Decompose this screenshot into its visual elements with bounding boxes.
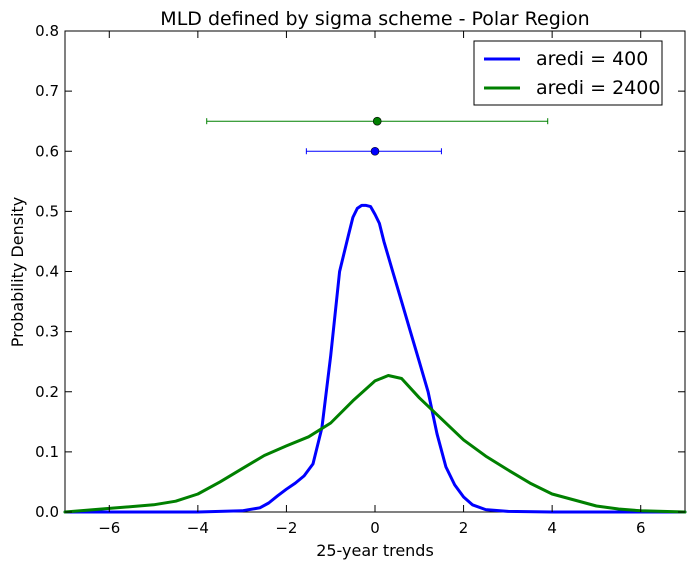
y-tick-label: 0.1	[35, 443, 59, 461]
series-layer	[63, 203, 687, 514]
error-bar-marker-0	[370, 146, 380, 156]
plot-area: −6 −4 −2 0 2 4 6 0.0 0.1 0.2 0.3 0.4 0.5 0.6 0.7 0.8	[35, 22, 687, 537]
x-axis-label: 25-year trends	[316, 541, 434, 560]
error-bar-1	[206, 116, 549, 126]
error-bar-0	[305, 146, 442, 156]
y-tick-label: 0.2	[35, 383, 59, 401]
legend-label-aredi-400: aredi = 400	[536, 48, 648, 70]
y-axis-label: Probability Density	[8, 197, 27, 348]
y-tick-label: 0.3	[35, 323, 59, 341]
legend: aredi = 400 aredi = 2400	[473, 40, 663, 106]
y-tick-label: 0.8	[35, 22, 59, 40]
legend-label-aredi-2400: aredi = 2400	[536, 77, 660, 99]
legend-box	[473, 40, 663, 106]
y-tick-label: 0.5	[35, 202, 59, 220]
tick-layer: −6 −4 −2 0 2 4 6 0.0 0.1 0.2 0.3 0.4 0.5 0.6 0.7 0.8	[35, 22, 685, 537]
x-tick-label: −2	[275, 519, 297, 537]
x-tick-label: −6	[98, 519, 120, 537]
x-tick-label: 0	[370, 519, 380, 537]
x-tick-label: 6	[636, 519, 646, 537]
series-line-0	[63, 203, 687, 514]
errorbar-layer	[206, 116, 549, 156]
x-tick-label: −4	[187, 519, 209, 537]
error-bar-marker-1	[372, 116, 382, 126]
y-tick-label: 0.4	[35, 263, 59, 281]
series-line-1	[63, 374, 687, 514]
chart-title: MLD defined by sigma scheme - Polar Regi…	[160, 8, 589, 30]
y-tick-label: 0.0	[35, 503, 59, 521]
y-tick-label: 0.6	[35, 142, 59, 160]
x-tick-label: 4	[547, 519, 557, 537]
y-tick-label: 0.7	[35, 82, 59, 100]
x-tick-label: 2	[459, 519, 469, 537]
